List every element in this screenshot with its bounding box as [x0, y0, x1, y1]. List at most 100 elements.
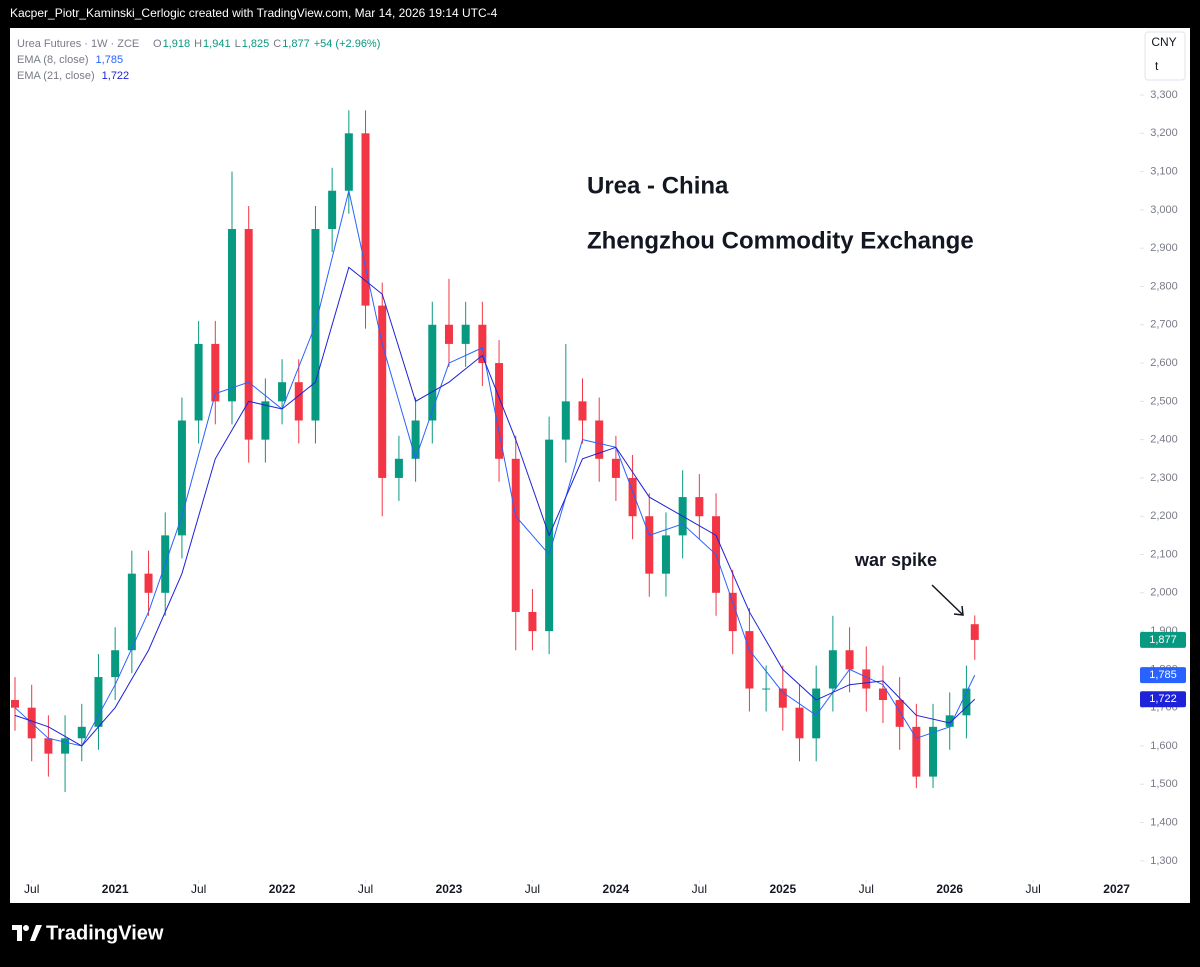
header-text: Kacper_Piotr_Kaminski_Cerlogic created w… — [10, 6, 498, 20]
candle-body — [111, 650, 120, 678]
candle-body — [561, 401, 570, 440]
candle-body — [628, 477, 637, 517]
candle-body — [695, 497, 704, 517]
y-tick-label: 2,500 — [1150, 395, 1178, 407]
candle-body — [227, 229, 236, 402]
candle-body — [394, 458, 403, 478]
candle-body — [61, 738, 70, 754]
candle-body — [211, 343, 220, 402]
legend-name: EMA (8, close) — [17, 54, 89, 66]
candle-body — [278, 382, 287, 402]
y-tick-label: 2,000 — [1150, 587, 1178, 599]
ema-line — [14, 190, 976, 747]
x-tick-label: 2025 — [769, 882, 796, 896]
candle-body — [194, 343, 203, 421]
y-tick-label: 3,100 — [1150, 166, 1178, 178]
candle-body — [645, 516, 654, 574]
ohlc-prefix: C — [273, 38, 281, 50]
y-tick-label: 3,200 — [1150, 127, 1178, 139]
y-tick-label: 2,400 — [1150, 434, 1178, 446]
candle-body — [929, 726, 938, 777]
legend-name: EMA (21, close) — [17, 70, 95, 82]
candle-body — [428, 324, 437, 421]
y-tick-label: 2,600 — [1150, 357, 1178, 369]
ohlc-value: 1,941 — [203, 38, 231, 50]
price-badge — [1140, 691, 1186, 708]
y-tick-label: 2,300 — [1150, 472, 1178, 484]
candle-body — [828, 650, 837, 689]
candle-body — [244, 229, 253, 440]
change: +54 (+2.96%) — [314, 38, 381, 50]
y-tick-label: 2,100 — [1150, 548, 1178, 560]
x-tick-label: 2022 — [269, 882, 296, 896]
x-tick-label: 2024 — [603, 882, 630, 896]
price-badge-label: 1,722 — [1149, 693, 1177, 705]
y-tick-label: 2,900 — [1150, 242, 1178, 254]
candle-body — [912, 726, 921, 777]
candle-body — [344, 133, 353, 191]
x-tick-label: Jul — [692, 882, 707, 896]
candle-body — [812, 688, 821, 739]
candle-body — [511, 458, 520, 612]
candle-body — [127, 573, 136, 651]
x-tick-label: Jul — [24, 882, 39, 896]
candle-body — [595, 420, 604, 459]
ohlc-prefix: L — [235, 38, 241, 50]
y-tick-label: 3,300 — [1150, 89, 1178, 101]
candle-body — [745, 631, 754, 689]
chart-area — [10, 28, 1190, 903]
y-tick-label: 1,300 — [1150, 855, 1178, 867]
symbol: Urea Futures · 1W · ZCE — [17, 38, 139, 50]
unit-box — [1144, 31, 1186, 81]
annotation-title: Urea - China — [587, 172, 729, 199]
candle-body — [895, 700, 904, 727]
candle-body — [661, 535, 670, 574]
x-tick-label: Jul — [358, 882, 373, 896]
candle-body — [728, 592, 737, 632]
candle-body — [378, 305, 387, 478]
legend-value: 1,785 — [96, 54, 124, 66]
candle-body — [177, 420, 186, 536]
candle-body — [970, 624, 979, 640]
x-tick-label: 2026 — [936, 882, 963, 896]
annotation-war-spike: war spike — [854, 550, 937, 570]
candle-body — [361, 133, 370, 306]
annotation-subtitle: Zhengzhou Commodity Exchange — [587, 227, 974, 254]
x-tick-label: 2021 — [102, 882, 129, 896]
candle-body — [762, 688, 771, 690]
y-tick-label: 1,400 — [1150, 816, 1178, 828]
ohlc-value: 1,877 — [282, 38, 310, 50]
candle-body — [945, 715, 954, 727]
arrow — [931, 584, 964, 616]
ohlc-prefix: O — [153, 38, 162, 50]
y-tick-label: 2,800 — [1150, 280, 1178, 292]
candle-body — [328, 190, 337, 230]
candle-body — [461, 324, 470, 344]
price-badge-label: 1,877 — [1149, 634, 1177, 646]
candle-body — [478, 324, 487, 364]
candle-body — [611, 458, 620, 478]
candle-body — [795, 707, 804, 739]
candle-body — [528, 611, 537, 632]
footer-brand: TradingView — [46, 922, 164, 944]
candle-body — [778, 688, 787, 708]
candle-body — [862, 669, 871, 689]
candle-body — [144, 573, 153, 593]
x-tick-label: Jul — [191, 882, 206, 896]
candle-body — [261, 401, 270, 440]
ema-line — [14, 266, 976, 747]
ohlc-prefix: H — [194, 38, 202, 50]
currency: CNY — [1151, 35, 1176, 49]
y-tick-label: 2,700 — [1150, 319, 1178, 331]
ohlc-value: 1,825 — [242, 38, 270, 50]
x-tick-label: Jul — [1026, 882, 1041, 896]
y-tick-label: 2,200 — [1150, 510, 1178, 522]
price-badge — [1140, 667, 1186, 684]
candle-body — [94, 677, 103, 727]
y-tick-label: 3,000 — [1150, 204, 1178, 216]
candle-body — [294, 382, 303, 421]
x-tick-label: Jul — [859, 882, 874, 896]
ohlc-value: 1,918 — [163, 38, 191, 50]
x-tick-label: 2027 — [1103, 882, 1130, 896]
